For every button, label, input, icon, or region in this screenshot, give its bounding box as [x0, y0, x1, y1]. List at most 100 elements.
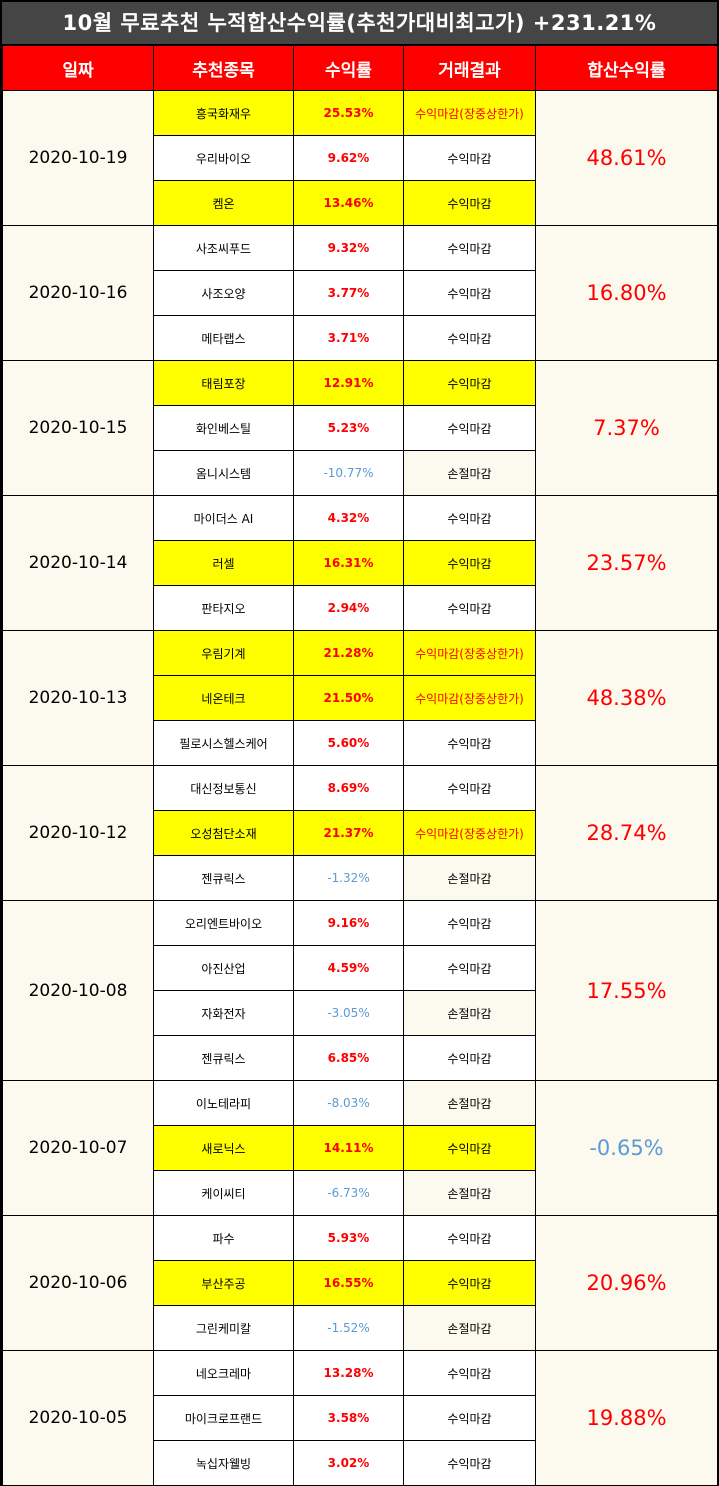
table-row: 케이씨티 -6.73% 손절마감	[3, 1170, 718, 1216]
return-cell: 16.55%	[293, 1260, 404, 1306]
date-cell: 2020-10-16	[2, 225, 154, 361]
trade-result-cell: 수익마감	[403, 225, 536, 271]
table-row: 우리바이오 9.62% 수익마감	[3, 135, 718, 181]
return-cell: 3.58%	[293, 1395, 404, 1441]
total-return-cell: 28.74%	[535, 765, 718, 901]
stock-name-cell: 마이크로프랜드	[153, 1395, 294, 1441]
stock-name-cell: 화인베스틸	[153, 405, 294, 451]
header-result: 거래결과	[403, 45, 536, 91]
total-return-cell: 20.96%	[535, 1215, 718, 1351]
table-row: 새로닉스 14.11% 수익마감	[3, 1125, 718, 1171]
return-cell: 2.94%	[293, 585, 404, 631]
header-total: 합산수익률	[535, 45, 718, 91]
table-row: 2020-10-05 네오크레마 13.28% 수익마감 19.88%	[2, 1350, 718, 1486]
return-cell: 9.62%	[293, 135, 404, 181]
total-return-cell: 48.61%	[535, 90, 718, 226]
table-row: 네온테크 21.50% 수익마감(장중상한가)	[3, 675, 718, 721]
return-cell: 25.53%	[293, 90, 404, 136]
table-row: 그린케미칼 -1.52% 손절마감	[3, 1305, 718, 1351]
stock-name-cell: 옴니시스템	[153, 450, 294, 496]
trade-result-cell: 수익마감	[403, 900, 536, 946]
trade-result-cell: 수익마감	[403, 1440, 536, 1486]
trade-result-cell: 수익마감	[403, 1395, 536, 1441]
return-cell: 5.93%	[293, 1215, 404, 1261]
stock-name-cell: 흥국화재우	[153, 90, 294, 136]
return-cell: 8.69%	[293, 765, 404, 811]
trade-result-cell: 수익마감	[403, 180, 536, 226]
table-row: 2020-10-19 흥국화재우 25.53% 수익마감(장중상한가) 48.61%	[2, 90, 718, 226]
table-row: 젠큐릭스 -1.32% 손절마감	[3, 855, 718, 901]
return-cell: -3.05%	[293, 990, 404, 1036]
return-cell: 5.23%	[293, 405, 404, 451]
stock-name-cell: 사조오양	[153, 270, 294, 316]
stock-name-cell: 태림포장	[153, 360, 294, 406]
table-row: 아진산업 4.59% 수익마감	[3, 945, 718, 991]
return-cell: 3.02%	[293, 1440, 404, 1486]
return-cell: -6.73%	[293, 1170, 404, 1216]
return-cell: -1.32%	[293, 855, 404, 901]
trade-result-cell: 수익마감	[403, 1350, 536, 1396]
stock-name-cell: 이노테라피	[153, 1080, 294, 1126]
stock-name-cell: 네오크레마	[153, 1350, 294, 1396]
return-cell: 3.77%	[293, 270, 404, 316]
trade-result-cell: 수익마감	[403, 360, 536, 406]
table-row: 부산주공 16.55% 수익마감	[3, 1260, 718, 1306]
trade-result-cell: 수익마감	[403, 585, 536, 631]
header-date: 일짜	[2, 45, 154, 91]
trade-result-cell: 수익마감	[403, 1035, 536, 1081]
date-cell: 2020-10-07	[2, 1080, 154, 1216]
results-table: 일짜 추천종목 수익률 거래결과 합산수익률 2020-10-19 흥국화재우 25…	[2, 45, 718, 1486]
total-return-cell: -0.65%	[535, 1080, 718, 1216]
stock-name-cell: 사조씨푸드	[153, 225, 294, 271]
table-row: 2020-10-13 우림기계 21.28% 수익마감(장중상한가) 48.38%	[2, 630, 718, 766]
return-cell: 16.31%	[293, 540, 404, 586]
return-cell: -10.77%	[293, 450, 404, 496]
trade-result-cell: 수익마감(장중상한가)	[403, 630, 536, 676]
stock-name-cell: 녹십자웰빙	[153, 1440, 294, 1486]
table-row: 2020-10-12 대신정보통신 8.69% 수익마감 28.74%	[2, 765, 718, 901]
date-cell: 2020-10-12	[2, 765, 154, 901]
trade-result-cell: 수익마감	[403, 1260, 536, 1306]
stock-name-cell: 우림기계	[153, 630, 294, 676]
stock-name-cell: 메타랩스	[153, 315, 294, 361]
return-cell: 9.32%	[293, 225, 404, 271]
table-row: 2020-10-15 태림포장 12.91% 수익마감 7.37%	[2, 360, 718, 496]
trade-result-cell: 수익마감	[403, 495, 536, 541]
stock-name-cell: 우리바이오	[153, 135, 294, 181]
trade-result-cell: 수익마감	[403, 315, 536, 361]
date-cell: 2020-10-14	[2, 495, 154, 631]
stock-name-cell: 새로닉스	[153, 1125, 294, 1171]
trade-result-cell: 수익마감	[403, 1215, 536, 1261]
total-return-cell: 7.37%	[535, 360, 718, 496]
table-row: 사조오양 3.77% 수익마감	[3, 270, 718, 316]
table-row: 판타지오 2.94% 수익마감	[3, 585, 718, 631]
trade-result-cell: 손절마감	[403, 450, 536, 496]
total-return-cell: 17.55%	[535, 900, 718, 1081]
return-cell: 13.46%	[293, 180, 404, 226]
stock-name-cell: 필로시스헬스케어	[153, 720, 294, 766]
stock-name-cell: 파수	[153, 1215, 294, 1261]
trade-result-cell: 수익마감(장중상한가)	[403, 90, 536, 136]
table-row: 화인베스틸 5.23% 수익마감	[3, 405, 718, 451]
date-cell: 2020-10-15	[2, 360, 154, 496]
return-cell: 4.32%	[293, 495, 404, 541]
table-row: 2020-10-08 오리엔트바이오 9.16% 수익마감 17.55%	[2, 900, 718, 1081]
total-return-cell: 19.88%	[535, 1350, 718, 1486]
table-row: 녹십자웰빙 3.02% 수익마감	[3, 1440, 718, 1486]
date-cell: 2020-10-19	[2, 90, 154, 226]
stock-name-cell: 자화전자	[153, 990, 294, 1036]
trade-result-cell: 수익마감	[403, 405, 536, 451]
stock-name-cell: 켐온	[153, 180, 294, 226]
stock-name-cell: 오리엔트바이오	[153, 900, 294, 946]
header-stock: 추천종목	[153, 45, 294, 91]
trade-result-cell: 수익마감	[403, 1125, 536, 1171]
table-row: 켐온 13.46% 수익마감	[3, 180, 718, 226]
table-row: 옴니시스템 -10.77% 손절마감	[3, 450, 718, 496]
trade-result-cell: 수익마감(장중상한가)	[403, 675, 536, 721]
total-return-cell: 16.80%	[535, 225, 718, 361]
return-cell: 13.28%	[293, 1350, 404, 1396]
stock-name-cell: 그린케미칼	[153, 1305, 294, 1351]
date-cell: 2020-10-08	[2, 900, 154, 1081]
stock-name-cell: 부산주공	[153, 1260, 294, 1306]
